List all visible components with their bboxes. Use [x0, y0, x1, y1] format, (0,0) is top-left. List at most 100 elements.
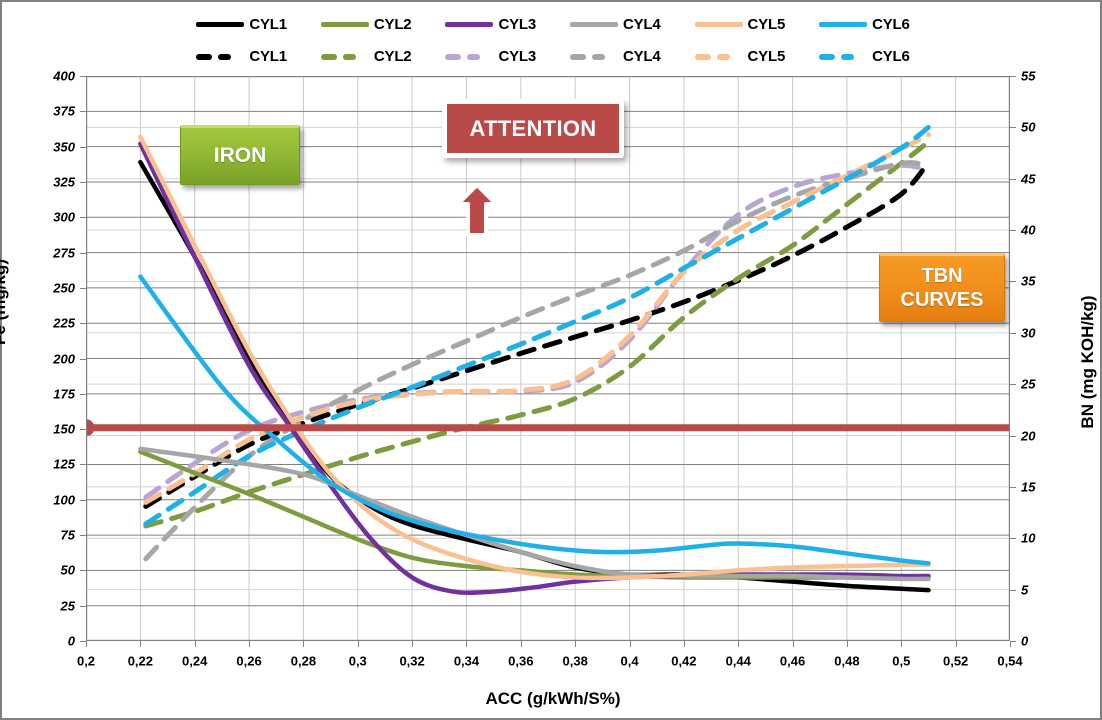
y-axis-left-tickmark — [80, 181, 86, 183]
legend-item-dashed-cyl2[interactable]: CYL2 — [320, 48, 412, 65]
legend-label: CYL6 — [872, 16, 910, 33]
x-axis-tick-label: 0,52 — [942, 653, 969, 669]
y-axis-left-tick-label: 125 — [53, 456, 75, 472]
y-axis-right-tickmark — [1010, 76, 1016, 77]
legend-swatch-icon — [445, 22, 494, 27]
x-axis-tick-label: 0,4 — [620, 653, 639, 669]
series-group-dashed — [143, 124, 931, 562]
legend-label: CYL2 — [373, 48, 412, 65]
threshold-marker — [86, 419, 95, 437]
legend-swatch-icon — [196, 22, 245, 27]
y-axis-right-tick-label: 25 — [1021, 376, 1036, 392]
x-axis-tickmark — [303, 641, 305, 647]
legend-item-dashed-cyl5[interactable]: CYL5 — [694, 48, 785, 65]
legend-item-solid-cyl6[interactable]: CYL6 — [819, 16, 910, 33]
y-axis-right-tickmark — [1010, 435, 1016, 437]
callout-attention-label: ATTENTION — [469, 115, 597, 141]
y-axis-right-tickmark — [1010, 127, 1016, 129]
legend-swatch-icon — [819, 22, 868, 27]
y-axis-right-tick-label: 10 — [1021, 530, 1036, 546]
y-axis-right-tick-label: 30 — [1021, 325, 1036, 341]
series-line-cyl1-dashed — [143, 159, 931, 509]
legend-label: CYL4 — [623, 48, 661, 65]
callout-tbn-label-line1: TBN — [921, 264, 963, 287]
plot-area: 0 25 50 75 100 125 150 175 200 225 250 275 300 325 350… — [53, 69, 1035, 669]
y-axis-left-tickmark — [80, 605, 86, 607]
series-line-cyl2-dashed — [143, 139, 931, 529]
legend-swatch-icon — [570, 53, 618, 60]
legend-item-dashed-cyl3[interactable]: CYL3 — [445, 48, 536, 65]
y-axis-right-tick-label: 50 — [1021, 119, 1036, 135]
y-axis-right-tickmark — [1010, 589, 1016, 591]
legend-item-solid-cyl3[interactable]: CYL3 — [445, 16, 536, 33]
x-axis-tickmark — [683, 641, 685, 647]
legend-swatch-icon — [570, 22, 618, 27]
x-axis-tick-label: 0,36 — [508, 653, 534, 669]
x-axis-tick-label: 0,3 — [348, 653, 367, 669]
y-axis-left-tickmark — [80, 323, 86, 325]
x-axis-tick-label: 0,32 — [399, 653, 425, 669]
x-axis-tick-label: 0,26 — [236, 653, 262, 669]
y-axis-left-tick-label: 375 — [53, 103, 75, 119]
x-axis-tickmark — [575, 641, 577, 647]
legend-label: CYL3 — [498, 48, 536, 65]
legend-item-solid-cyl5[interactable]: CYL5 — [694, 16, 785, 33]
series-group-solid — [138, 134, 931, 596]
y-axis-left-tick-label: 225 — [53, 315, 75, 331]
y-axis-right-tickmark — [1010, 332, 1016, 334]
callout-tbn: TBN CURVES — [879, 253, 1005, 322]
legend-item-solid-cyl1[interactable]: CYL1 — [196, 16, 287, 33]
y-axis-right-tick-label: 35 — [1021, 273, 1036, 289]
y-axis-left-tickmark — [80, 429, 86, 431]
legend-label: CYL1 — [249, 16, 287, 33]
x-axis-tick-label: 0,42 — [671, 653, 697, 669]
y-axis-left-tickmark — [80, 464, 86, 466]
y-axis-left-tick-label: 350 — [53, 139, 75, 155]
legend-solid-series: CYL1 CYL2 CYL3 CYL4 CYL5 CYL6 — [2, 16, 1102, 33]
x-axis-tick-label: 0,2 — [76, 653, 96, 669]
legend-label: CYL4 — [623, 16, 661, 33]
y-axis-right-tickmark — [1010, 281, 1016, 283]
x-axis-tickmark — [846, 641, 848, 647]
x-axis-tickmark — [520, 641, 522, 647]
y-axis-right-tickmark — [1010, 538, 1016, 540]
x-axis-tickmark — [792, 641, 794, 647]
legend-item-dashed-cyl1[interactable]: CYL1 — [196, 48, 287, 65]
y-axis-left-tick-label: 50 — [60, 562, 75, 578]
legend-item-dashed-cyl6[interactable]: CYL6 — [819, 48, 910, 65]
x-axis-tick-label: 0,48 — [834, 653, 860, 669]
x-axis-tick-label: 0,5 — [892, 653, 911, 669]
callout-tbn-label-line2: CURVES — [900, 288, 984, 311]
legend-swatch-icon — [445, 53, 493, 60]
y-axis-left-tick-label: 200 — [53, 351, 75, 366]
y-axis-left-tick-label: 150 — [53, 421, 75, 437]
y-axis-left-tickmark — [80, 641, 86, 642]
legend-item-dashed-cyl4[interactable]: CYL4 — [570, 48, 661, 65]
y-axis-right-tick-label: 5 — [1021, 582, 1029, 598]
y-axis-left-tickmark — [80, 287, 86, 289]
legend-dashed-series: CYL1 CYL2 CYL3 CYL4 CYL5 CYL6 — [2, 48, 1102, 65]
x-axis-tick-label: 0,22 — [127, 653, 153, 669]
callout-iron: IRON — [180, 125, 300, 185]
x-axis-tickmark — [357, 641, 359, 647]
y-axis-left-tickmark — [80, 217, 86, 219]
legend-swatch-icon — [819, 53, 867, 60]
legend-swatch-icon — [694, 53, 743, 60]
x-axis-tickmark — [901, 641, 903, 647]
y-axis-left-tick-label: 250 — [53, 280, 75, 296]
y-axis-left-tickmark — [80, 393, 86, 395]
series-line-cyl3-dashed — [143, 162, 931, 500]
y-axis-left-tickmark — [80, 252, 86, 254]
y-axis-right-title-text: BN (mg KOH/kg) — [1078, 295, 1097, 429]
y-axis-left-tickmark — [80, 499, 86, 501]
y-axis-left-tick-label: 300 — [53, 209, 75, 225]
callout-attention: ATTENTION — [442, 99, 624, 158]
y-axis-right-tickmark — [1010, 178, 1016, 180]
legend-item-solid-cyl4[interactable]: CYL4 — [570, 16, 661, 33]
x-axis-tick-label: 0,24 — [182, 653, 208, 669]
y-axis-right-tick-label: 0 — [1021, 633, 1029, 649]
legend-item-solid-cyl2[interactable]: CYL2 — [320, 16, 412, 33]
x-axis-title: ACC (g/kWh/S%) — [485, 689, 620, 709]
callout-iron-label: IRON — [213, 143, 267, 167]
